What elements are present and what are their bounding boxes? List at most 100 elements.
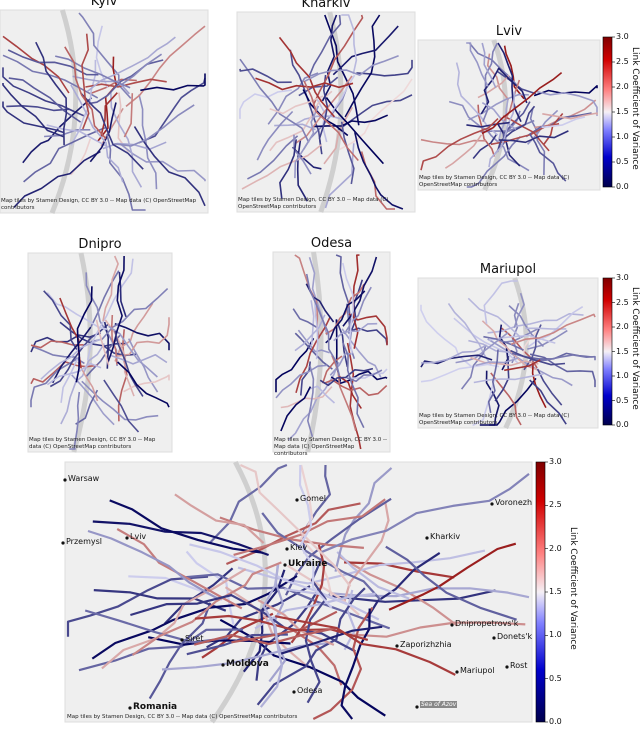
road [529, 353, 596, 388]
road [336, 551, 410, 600]
road [319, 473, 530, 554]
colorbar-tick-label: 0.5 [549, 673, 562, 683]
road [487, 313, 584, 334]
colorbar-tick-label: 2.0 [616, 322, 629, 331]
colorbar-tick-label: 2.5 [616, 57, 629, 66]
road [208, 463, 288, 544]
road [77, 361, 99, 402]
colorbar-tick-label: 0.5 [616, 395, 629, 405]
road [85, 78, 167, 88]
road [498, 130, 569, 144]
road [293, 134, 312, 175]
place-marker [425, 536, 429, 540]
road [496, 105, 536, 153]
road [533, 85, 598, 97]
road [292, 146, 322, 170]
road [30, 361, 98, 385]
place-marker [295, 498, 299, 502]
road [114, 323, 170, 351]
road [239, 68, 292, 84]
road [66, 575, 209, 637]
road [510, 313, 596, 345]
road [468, 93, 529, 121]
road [87, 529, 220, 601]
road [117, 361, 170, 408]
road [541, 116, 586, 129]
road [69, 391, 81, 450]
panel-title: Mariupol [479, 262, 537, 277]
map-background [272, 251, 391, 453]
road [239, 58, 310, 143]
road [84, 609, 228, 644]
road [348, 313, 388, 346]
panel-title: Odesa [310, 236, 353, 251]
place-marker [450, 623, 454, 627]
road [466, 42, 489, 87]
road [305, 273, 341, 377]
road [543, 112, 564, 145]
road [321, 355, 343, 384]
road [92, 520, 269, 557]
road [64, 46, 107, 140]
place-label: Voronezh [495, 498, 533, 507]
road [497, 123, 521, 167]
road [513, 292, 525, 328]
road [91, 575, 298, 660]
place-marker [61, 541, 65, 545]
place-marker [283, 563, 287, 567]
colorbar-tick-label: 0.0 [616, 420, 629, 429]
road [321, 14, 338, 102]
road [106, 133, 146, 211]
road [343, 286, 372, 335]
road [107, 255, 125, 364]
road [114, 330, 144, 397]
road [472, 379, 496, 426]
road [497, 97, 509, 144]
road [444, 134, 483, 169]
road [470, 356, 539, 367]
road [108, 325, 158, 378]
road [121, 53, 163, 85]
road [35, 41, 68, 146]
road [332, 25, 399, 76]
road [312, 14, 364, 107]
road [294, 75, 353, 145]
colorbar-tick-label: 2.5 [549, 500, 562, 510]
road [455, 62, 499, 136]
road [241, 144, 322, 190]
colorbar-tick-label: 2.0 [549, 543, 562, 553]
road [193, 626, 338, 646]
road [529, 379, 567, 425]
place-label: Donets'k [497, 632, 533, 641]
road [189, 543, 356, 609]
place-label: Rost [510, 661, 528, 670]
place-label: Kiev [290, 543, 308, 552]
road [180, 573, 391, 630]
place-label: Dnipropetrovs'k [455, 619, 519, 628]
road [22, 97, 93, 164]
colorbar-label: Link Coefficient of Variance [630, 47, 640, 170]
place-label: Moldova [226, 659, 269, 669]
road [239, 89, 293, 119]
place-marker [490, 502, 494, 506]
attribution: Map tiles by Stamen Design, CC BY 3.0 --… [238, 197, 389, 210]
road [340, 121, 355, 185]
map-background [27, 252, 173, 453]
road [185, 550, 235, 625]
road [529, 133, 567, 182]
road [259, 564, 283, 708]
road [531, 362, 547, 409]
road [468, 42, 518, 87]
road [350, 621, 526, 638]
road [117, 92, 129, 153]
road [256, 587, 366, 706]
road [308, 14, 342, 76]
road [174, 493, 265, 544]
road [488, 91, 516, 168]
road [275, 337, 315, 393]
colorbar-tick-label: 2.0 [616, 82, 629, 91]
road [43, 290, 78, 351]
attribution: Map tiles by Stamen Design, CC BY 3.0 --… [419, 175, 570, 188]
road [298, 464, 333, 609]
road [342, 256, 378, 327]
